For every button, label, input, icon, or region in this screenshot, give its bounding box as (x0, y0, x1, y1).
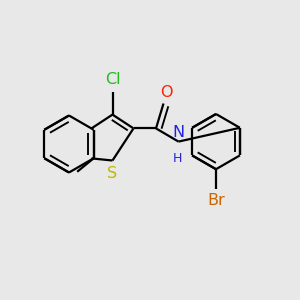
Text: N: N (172, 125, 184, 140)
Text: S: S (107, 167, 118, 182)
Text: H: H (173, 152, 182, 165)
Text: Cl: Cl (105, 72, 120, 87)
Text: Br: Br (207, 193, 225, 208)
Text: O: O (160, 85, 173, 100)
